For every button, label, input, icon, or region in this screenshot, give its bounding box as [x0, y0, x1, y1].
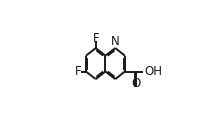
Text: F: F	[92, 32, 99, 45]
Text: OH: OH	[144, 65, 162, 78]
Text: N: N	[111, 35, 120, 48]
Text: F: F	[75, 65, 81, 78]
Text: O: O	[131, 77, 140, 90]
